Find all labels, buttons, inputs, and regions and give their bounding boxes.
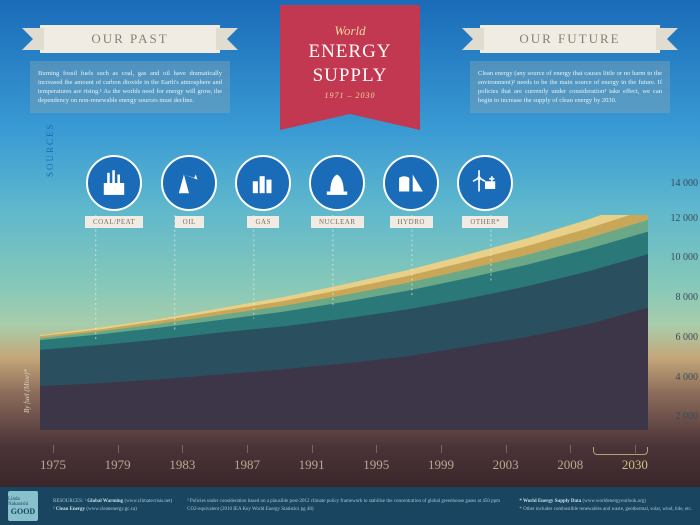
unit-label: By fuel (Mtoe)* bbox=[23, 369, 31, 413]
title-banner: World ENERGY SUPPLY 1971 – 2030 bbox=[280, 5, 420, 114]
footer: Linda NakanishiGOOD RESOURCES: ¹ Global … bbox=[0, 487, 700, 525]
other-icon bbox=[457, 155, 513, 211]
future-bracket bbox=[593, 447, 648, 455]
area-chart bbox=[40, 215, 648, 430]
y-axis: 14 00012 00010 0008 0006 0004 0002 000 bbox=[650, 165, 698, 430]
x-axis: 1975197919831987199119951999200320082030 bbox=[40, 457, 648, 473]
future-banner: OUR FUTURE Clean energy (any source of e… bbox=[470, 25, 670, 113]
past-banner: OUR PAST Burning fossil fuels such as co… bbox=[30, 25, 230, 113]
logo: Linda NakanishiGOOD bbox=[8, 491, 38, 521]
gas-icon bbox=[235, 155, 291, 211]
past-title: OUR PAST bbox=[40, 25, 220, 53]
nuclear-icon bbox=[309, 155, 365, 211]
hydro-icon bbox=[383, 155, 439, 211]
future-text: Clean energy (any source of energy that … bbox=[470, 61, 670, 113]
sources-axis-label: SOURCES bbox=[45, 122, 55, 177]
future-title: OUR FUTURE bbox=[480, 25, 660, 53]
past-text: Burning fossil fuels such as coal, gas a… bbox=[30, 61, 230, 113]
oil-icon bbox=[161, 155, 217, 211]
coal-icon bbox=[86, 155, 142, 211]
